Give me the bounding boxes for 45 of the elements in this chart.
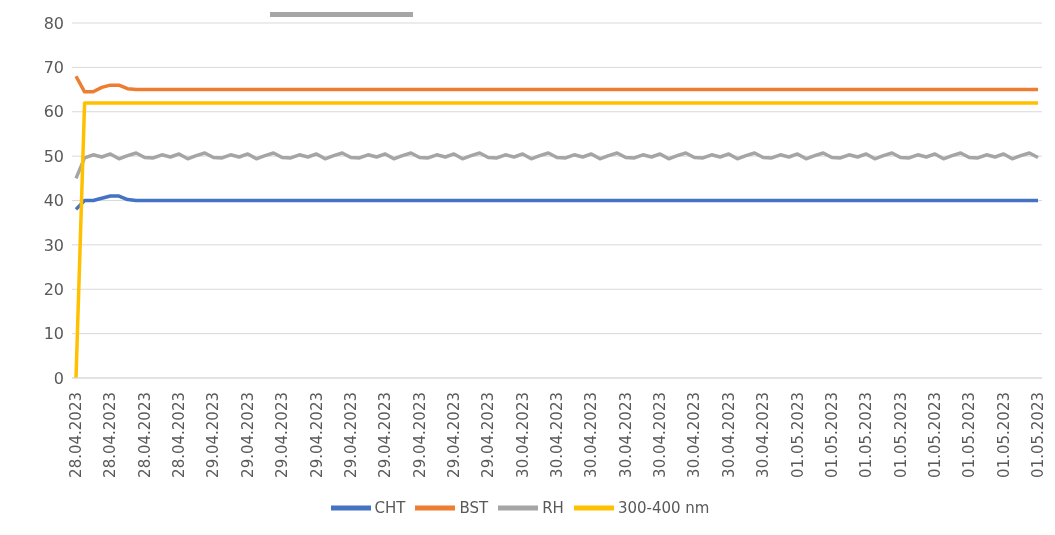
x-tick-label: 29.04.2023: [273, 392, 292, 478]
x-tick-label: 29.04.2023: [410, 392, 429, 478]
x-tick-label: 30.04.2023: [513, 392, 532, 478]
x-tick-label: 01.05.2023: [822, 392, 841, 478]
y-tick-label: 60: [43, 102, 64, 122]
x-tick-label: 01.05.2023: [891, 392, 910, 478]
y-tick-label: 70: [43, 58, 64, 78]
x-tick-label: 01.05.2023: [857, 392, 876, 478]
legend-label: CHT: [374, 498, 406, 517]
x-tick-label: 28.04.2023: [67, 392, 85, 478]
x-tick-label: 28.04.2023: [170, 392, 189, 478]
x-tick-label: 29.04.2023: [444, 392, 463, 478]
y-tick-label: 30: [43, 235, 64, 255]
x-tick-label: 30.04.2023: [651, 392, 670, 478]
line-series: [74, 151, 1040, 181]
x-tick-label: 30.04.2023: [754, 392, 773, 478]
x-tick-label: 01.05.2023: [1029, 392, 1047, 478]
x-tick-label: 29.04.2023: [238, 392, 257, 478]
x-tick-label: 29.04.2023: [307, 392, 326, 478]
y-tick-label: 10: [43, 324, 64, 344]
x-tick-label: 28.04.2023: [135, 392, 154, 478]
legend-label: 300-400 nm: [617, 498, 710, 517]
x-tick-label: 01.05.2023: [788, 392, 807, 478]
y-tick-label: 20: [43, 279, 64, 299]
x-tick-label: 29.04.2023: [479, 392, 498, 478]
x-tick-label: 01.05.2023: [960, 392, 979, 478]
line-series: [74, 194, 1040, 212]
x-tick-label: 28.04.2023: [101, 392, 120, 478]
x-tick-label: 30.04.2023: [548, 392, 566, 478]
y-tick-label: 50: [43, 146, 64, 166]
x-tick-label: 30.04.2023: [582, 392, 601, 478]
x-tick-label: 30.04.2023: [616, 392, 635, 478]
x-tick-label: 30.04.2023: [719, 392, 738, 478]
y-tick-label: 0: [53, 368, 64, 388]
x-tick-label: 29.04.2023: [341, 392, 360, 478]
x-tick-label: 29.04.2023: [204, 392, 223, 478]
x-tick-label: 30.04.2023: [685, 392, 704, 478]
y-tick-label: 40: [43, 191, 64, 211]
y-tick-label: 80: [43, 13, 64, 33]
line-series: [74, 74, 1040, 94]
x-tick-label: 01.05.2023: [994, 392, 1013, 478]
x-tick-label: 01.05.2023: [925, 392, 944, 478]
legend-label: BST: [459, 498, 489, 517]
legend-label: RH: [542, 498, 564, 517]
x-tick-label: 29.04.2023: [376, 392, 395, 478]
